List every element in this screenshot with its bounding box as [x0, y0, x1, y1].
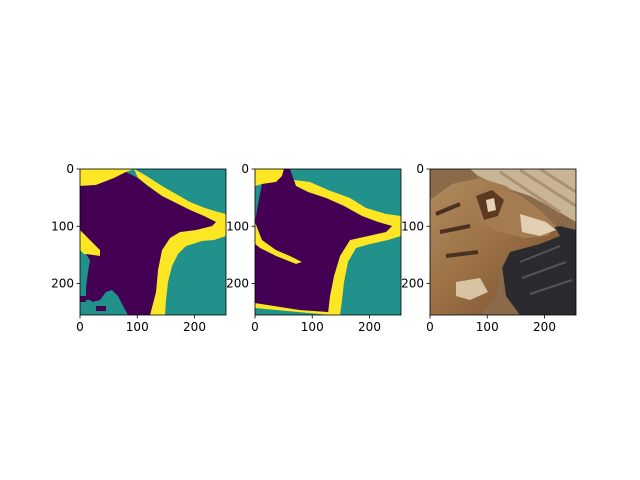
- panel-1-xtick-label-0: 0: [76, 320, 84, 334]
- panel-3: 0 100 200 0 100 200: [401, 162, 577, 334]
- panel-2: 0 100 200 0 100 200: [226, 162, 402, 334]
- panel-2-ytick-label-2: 200: [226, 277, 249, 291]
- panel-1-xtick-label-1: 100: [126, 320, 149, 334]
- axes-1: 0 100 200 0 100 200: [51, 162, 206, 334]
- mask-image-2: [255, 169, 401, 315]
- dog-photo: [430, 169, 576, 315]
- panel-3-ytick-label-2: 200: [401, 277, 424, 291]
- panel-2-ytick-label-1: 100: [226, 219, 249, 233]
- panel-2-xtick-label-0: 0: [251, 320, 259, 334]
- axes-3: 0 100 200 0 100 200: [401, 162, 556, 334]
- panel-1-ytick-label-2: 200: [51, 277, 74, 291]
- panel-1-ytick-label-0: 0: [66, 162, 74, 176]
- panel-1-ytick-label-1: 100: [51, 219, 74, 233]
- panel-1-xtick-label-2: 200: [183, 320, 206, 334]
- panel-3-xtick-label-1: 100: [476, 320, 499, 334]
- mask-image-1: [80, 169, 226, 315]
- panel-3-ytick-label-1: 100: [401, 219, 424, 233]
- panel-3-xtick-label-0: 0: [426, 320, 434, 334]
- panel-1: 0 100 200 0 100 200: [51, 162, 227, 334]
- panel-3-ytick-label-0: 0: [416, 162, 424, 176]
- panel-3-xtick-label-2: 200: [533, 320, 556, 334]
- panel-2-ytick-label-0: 0: [241, 162, 249, 176]
- axes-2: 0 100 200 0 100 200: [226, 162, 381, 334]
- panel-2-xtick-label-1: 100: [301, 320, 324, 334]
- panel-2-xtick-label-2: 200: [358, 320, 381, 334]
